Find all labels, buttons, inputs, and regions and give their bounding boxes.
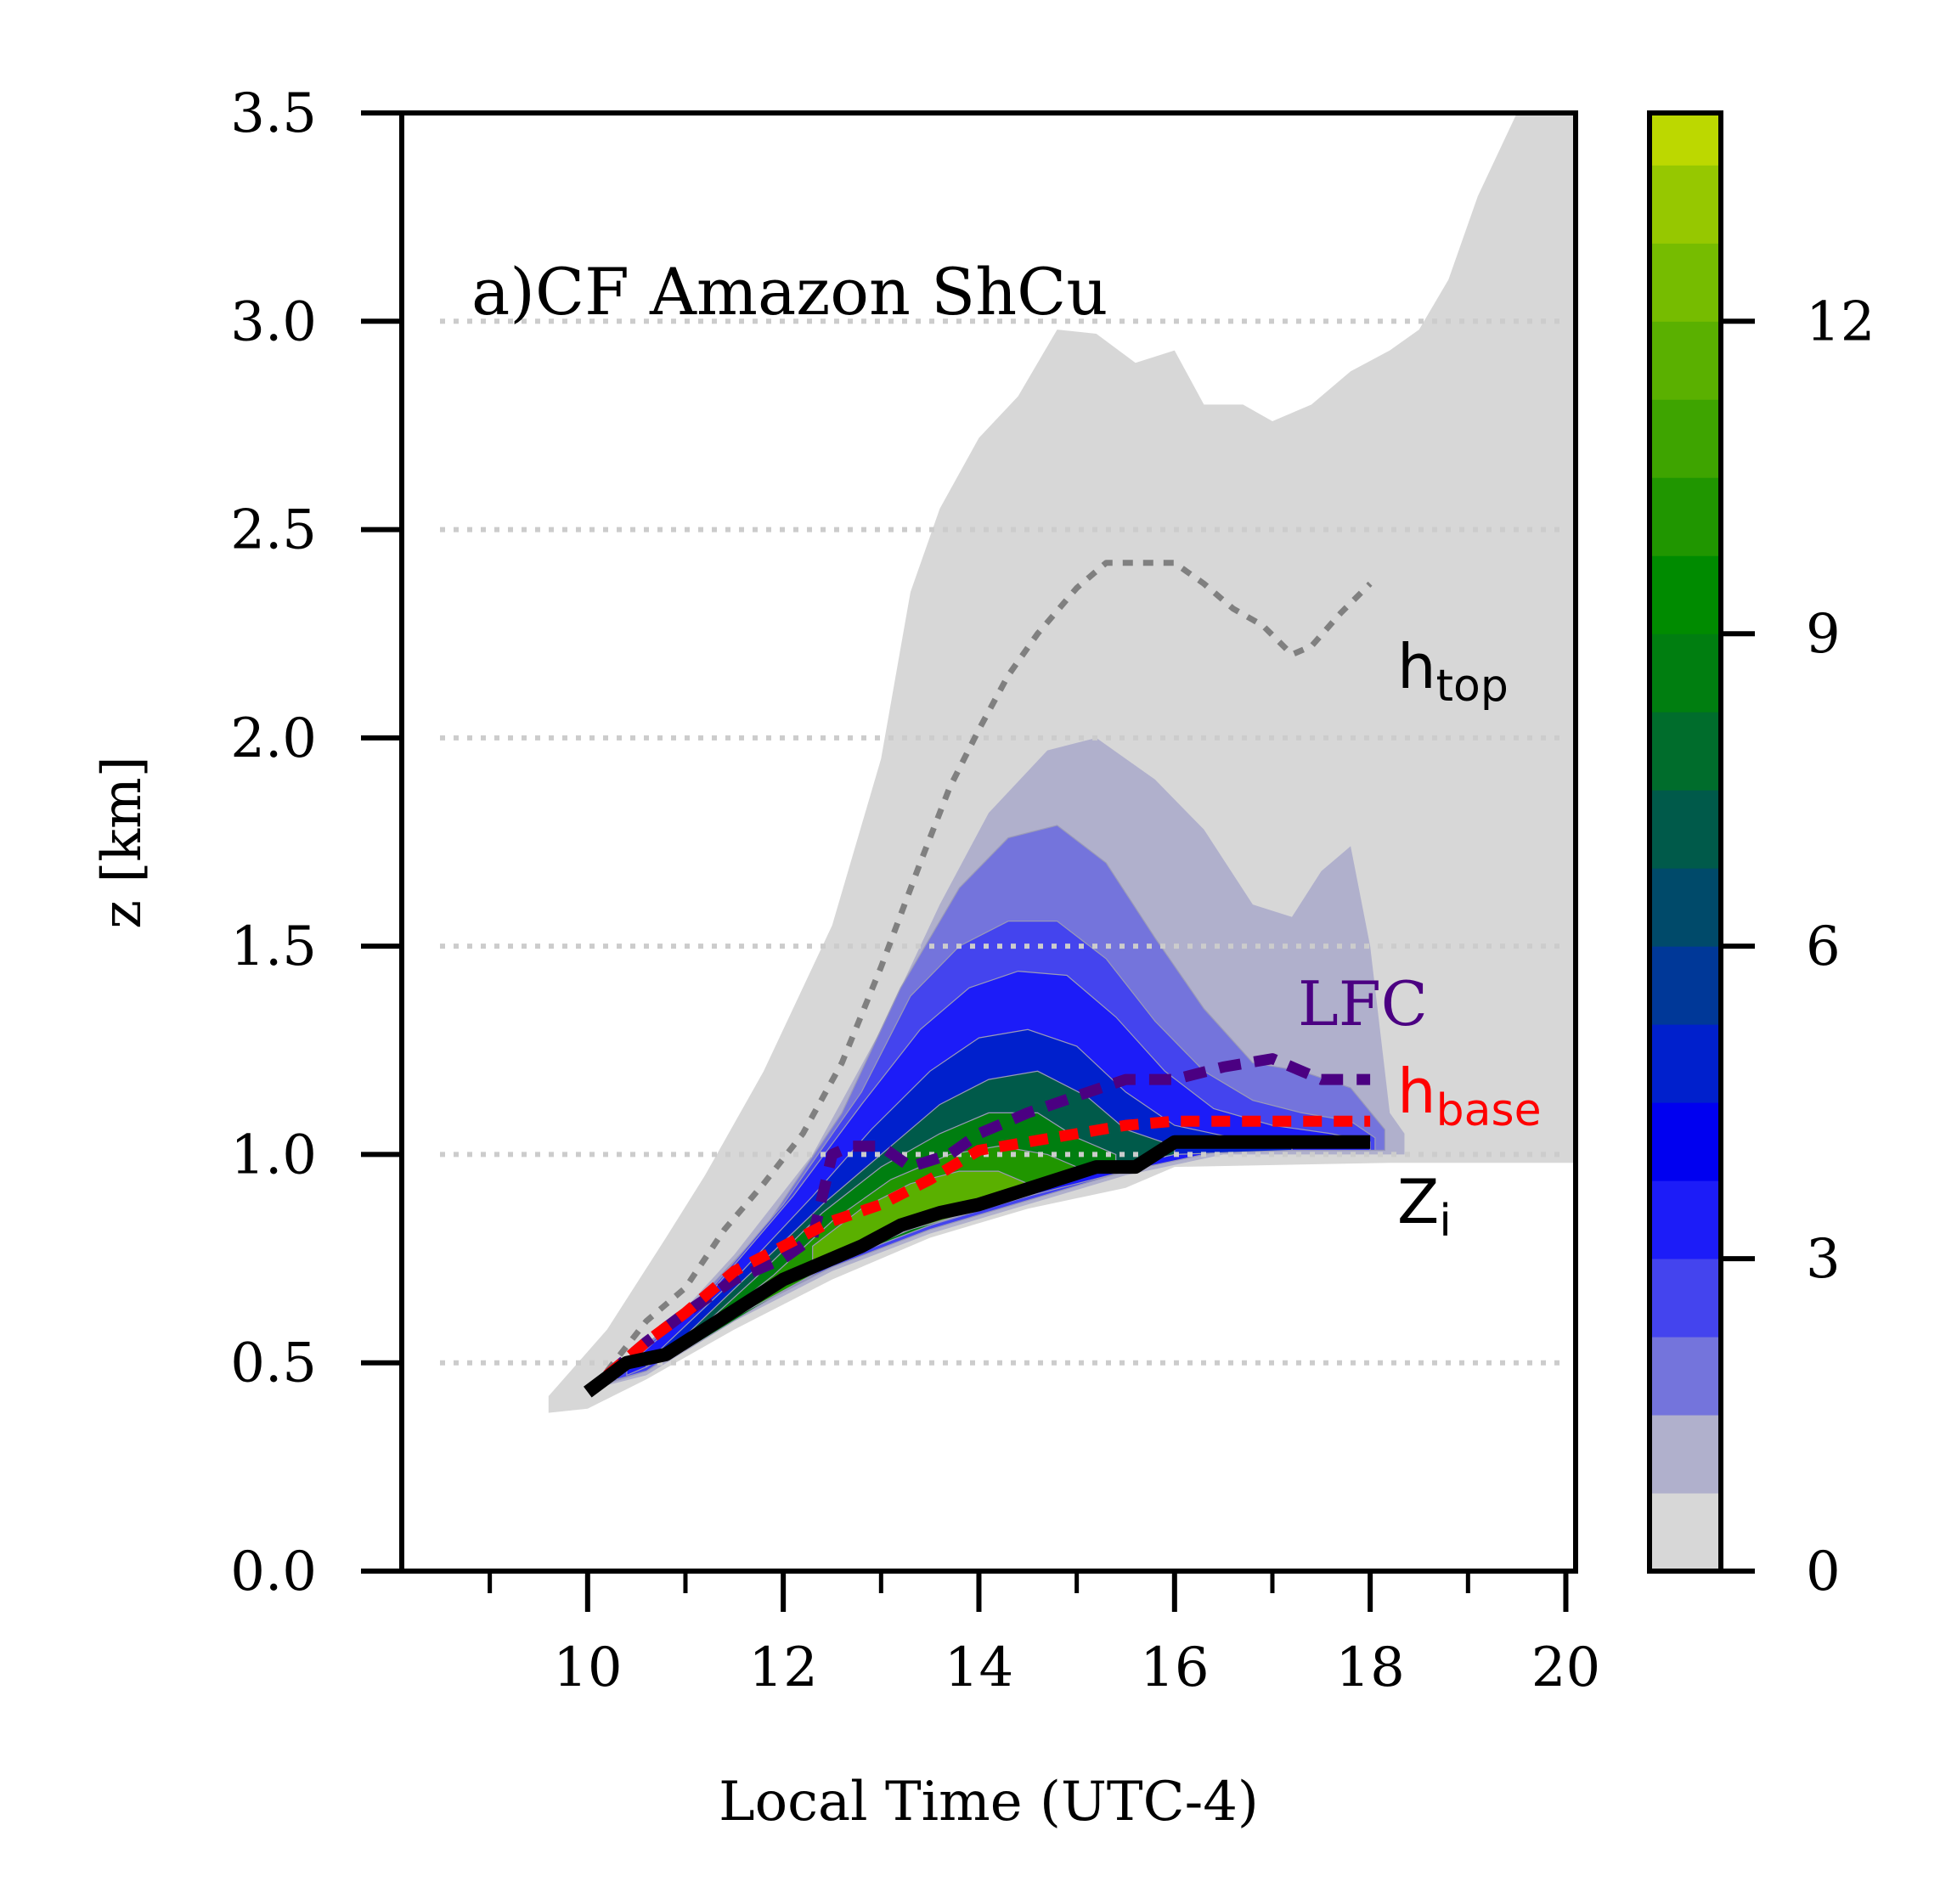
colorbar-segment (1650, 477, 1721, 556)
x-tick-label: 12 (748, 1636, 817, 1699)
label-h-top: htop (1397, 631, 1509, 712)
y-tick-label: 1.0 (230, 1124, 317, 1186)
colorbar-segment (1650, 1259, 1721, 1338)
y-tick-label: 2.5 (230, 499, 317, 562)
series-line-h-top (605, 560, 1373, 1373)
x-tick-label: 16 (1140, 1636, 1209, 1699)
colorbar-segment (1650, 946, 1721, 1025)
series-line-z-i (584, 1135, 1371, 1398)
x-tick-label: 10 (553, 1636, 622, 1699)
colorbar-segment (1650, 243, 1721, 322)
y-tick-label: 2.0 (230, 707, 317, 770)
y-tick-label: 1.5 (230, 915, 317, 978)
colorbar-frame (1647, 110, 1723, 1574)
colorbar (1650, 113, 1721, 1572)
label-h-top-base: h (1397, 631, 1436, 702)
series-lines (584, 560, 1373, 1398)
colorbar-segment (1650, 712, 1721, 791)
x-tick-label: 18 (1335, 1636, 1404, 1699)
colorbar-ticks: 0 3 6 9 12 (1721, 290, 1875, 1603)
colorbar-segment (1650, 1024, 1721, 1103)
colorbar-segment (1650, 399, 1721, 478)
y-tick-label: 3.0 (230, 290, 317, 353)
y-axis: 0.0 0.5 1.0 1.5 2.0 2.5 3.0 3.5 (230, 82, 402, 1603)
colorbar-tick-label: 9 (1806, 603, 1841, 666)
colorbar-segment (1650, 555, 1721, 634)
colorbar-tick-label: 3 (1806, 1228, 1841, 1291)
y-tick-label: 0.0 (230, 1541, 317, 1603)
colorbar-tick-label: 0 (1806, 1541, 1841, 1603)
x-tick-label: 20 (1531, 1636, 1600, 1699)
colorbar-segment (1650, 321, 1721, 400)
colorbar-tick-label: 12 (1806, 290, 1875, 353)
colorbar-segment (1650, 1415, 1721, 1494)
colorbar-segment (1650, 1180, 1721, 1259)
colorbar-segment (1650, 113, 1721, 166)
y-tick-label: 0.5 (230, 1332, 317, 1395)
label-h-base-sub: base (1436, 1085, 1542, 1136)
x-axis: 10 12 14 16 18 20 (488, 1571, 1600, 1699)
x-axis-label: Local Time (UTC-4) (719, 1771, 1259, 1834)
colorbar-segment (1650, 790, 1721, 869)
label-h-base-base: h (1397, 1056, 1436, 1127)
plot-frame (399, 110, 1578, 1574)
label-z-i-sub: i (1439, 1196, 1451, 1247)
colorbar-segment (1650, 1493, 1721, 1572)
panel-label: a)CF Amazon ShCu (471, 254, 1108, 330)
label-h-base: hbase (1397, 1056, 1542, 1136)
colorbar-segment (1650, 165, 1721, 244)
colorbar-segment (1650, 1102, 1721, 1181)
colorbar-segment (1650, 868, 1721, 947)
colorbar-segment (1650, 1337, 1721, 1416)
colorbar-tick-label: 6 (1806, 915, 1841, 978)
y-axis-label: z [km] (91, 756, 154, 928)
y-tick-label: 3.5 (230, 82, 317, 145)
series-line-h-base (603, 1115, 1371, 1380)
label-lfc: LFC (1298, 968, 1428, 1039)
x-tick-label: 14 (945, 1636, 1013, 1699)
label-z-i-base: Z (1397, 1166, 1439, 1237)
series-line-lfc (603, 1053, 1371, 1380)
grid-lines (440, 318, 1567, 1366)
colorbar-segment (1650, 634, 1721, 713)
label-z-i: Zi (1397, 1166, 1452, 1247)
label-h-top-sub: top (1436, 661, 1509, 712)
